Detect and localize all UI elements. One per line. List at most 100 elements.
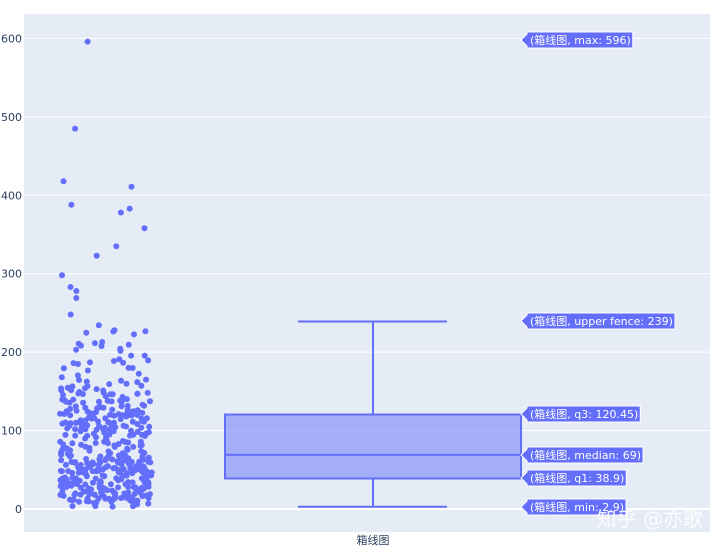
hover-label-text: (箱线图, max: 596) [530,33,631,47]
data-point [125,479,132,486]
data-point [141,464,148,471]
data-point [70,496,77,503]
data-point [108,398,115,405]
data-point [128,183,135,190]
data-point [134,407,141,414]
data-point [129,479,136,486]
data-point [82,481,89,488]
data-point [100,387,107,394]
data-point [58,385,65,392]
data-point [134,379,141,386]
data-point [82,404,89,411]
data-point [117,347,124,354]
data-point [145,357,152,364]
data-point [131,490,138,497]
data-point [113,243,120,250]
data-point [60,392,66,398]
hover-label-text: (箱线图, median: 69) [530,448,641,462]
data-point [138,382,145,389]
data-point [120,422,127,429]
hover-label-bg [520,31,634,49]
data-point [135,370,142,377]
hover-label-bg [520,498,627,516]
data-point [68,201,75,208]
data-point [139,401,146,408]
data-point [98,489,105,496]
data-point [134,421,141,427]
data-point [97,453,104,460]
data-point [111,358,117,364]
data-point [60,441,67,448]
data-point [126,205,133,212]
data-point [134,428,141,435]
data-point [76,377,82,383]
data-point [76,498,82,505]
data-point [100,466,106,473]
data-point [95,495,102,502]
data-point [65,468,72,475]
data-point [115,411,122,418]
data-point [134,501,141,508]
y-axis-ticks: 0 100 200 300 400 500 600 [1,32,22,516]
data-point [112,492,119,499]
hover-label-bg [520,312,676,330]
data-point [75,390,82,397]
data-point [139,454,146,461]
data-point [90,461,97,467]
data-point [124,402,131,409]
data-point [131,331,137,338]
data-point [129,418,136,425]
data-point [72,125,79,132]
y-tick-label: 100 [1,425,22,438]
hover-labels: (箱线图, max: 596) (箱线图, upper fence: 239) (箱… [520,31,676,516]
data-point [58,374,65,381]
data-point [59,272,65,279]
data-point [118,495,125,501]
data-point [95,322,102,329]
data-point [86,489,93,496]
data-point [91,340,98,347]
data-point [112,465,119,472]
y-tick-label: 200 [1,346,22,359]
data-point [102,495,109,502]
data-point [143,430,150,437]
data-point [61,411,68,417]
y-tick-label: 0 [15,503,22,516]
data-point [122,439,129,445]
data-point [117,209,124,216]
data-point [109,487,116,494]
data-point [77,484,84,491]
data-point [114,458,121,465]
data-point [58,451,65,458]
data-point [93,434,99,441]
data-point [90,479,96,486]
data-point [145,454,152,461]
data-point [147,459,154,466]
data-point [123,380,130,387]
data-point [78,342,84,349]
data-point [119,450,126,457]
data-point [99,472,106,479]
data-point [134,390,141,397]
data-point [128,352,135,359]
data-point [104,463,111,470]
data-point [103,437,110,444]
y-tick-label: 500 [1,111,22,124]
hover-label-bg [520,469,627,487]
data-point [118,403,125,410]
jitter-points [57,38,155,510]
box[interactable] [224,320,522,508]
data-point [92,440,99,446]
hover-label-max: (箱线图, max: 596) [520,31,634,49]
data-point [72,419,79,426]
data-point [72,403,79,410]
data-point [130,484,137,491]
data-point [95,461,102,468]
data-point [147,398,153,405]
data-point [74,372,81,379]
data-point [59,396,66,403]
data-point [142,328,149,335]
data-point [120,359,127,366]
hover-label-bg [520,446,644,464]
